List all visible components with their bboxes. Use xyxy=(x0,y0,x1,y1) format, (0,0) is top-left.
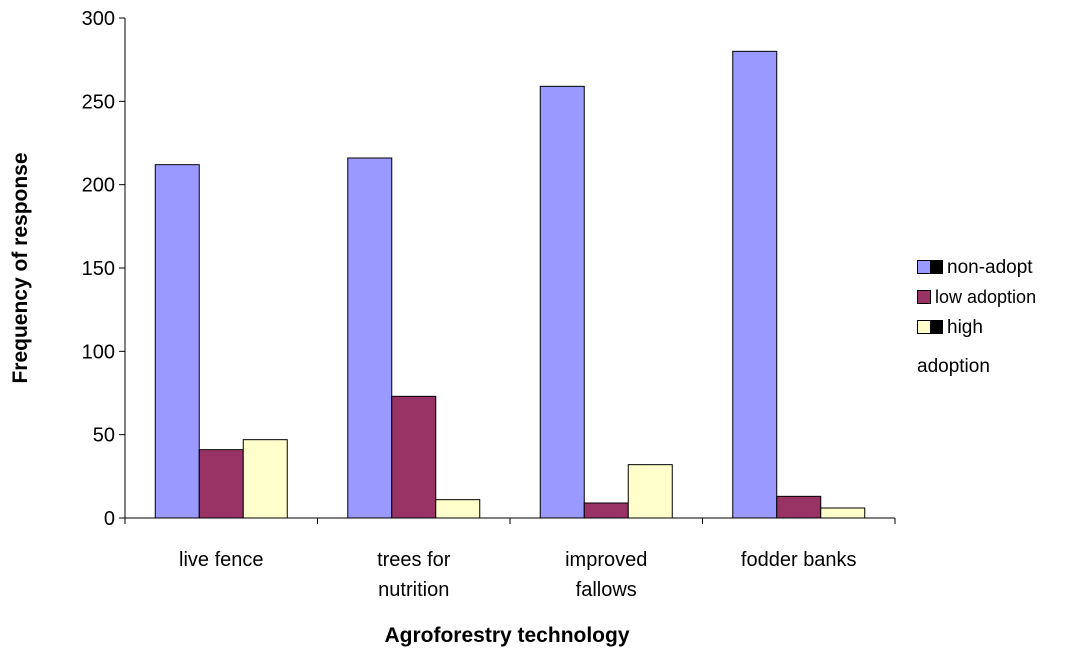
x-category-label: trees for nutrition xyxy=(377,549,451,601)
bar-low-adoption-2 xyxy=(583,502,629,519)
bar-high-adoption-3 xyxy=(820,507,866,519)
y-tick-label: 100 xyxy=(82,341,115,363)
legend-label-non-adopt: non-adopt xyxy=(947,256,1033,278)
y-tick-label: 0 xyxy=(104,508,115,530)
y-tick-label: 200 xyxy=(82,175,115,197)
y-axis-title: Frequency of response xyxy=(9,152,32,383)
legend-swatch-low-adoption xyxy=(917,290,931,304)
bar-non-adopt-3 xyxy=(732,50,778,519)
bar-low-adoption-0 xyxy=(198,449,244,519)
bar-low-adoption-3 xyxy=(776,495,822,519)
bar-non-adopt-1 xyxy=(347,157,393,519)
bar-low-adoption-1 xyxy=(391,395,437,519)
legend-item-non-adopt: non-adopt xyxy=(917,252,1087,282)
category-labels: live fence trees for nutrition improved fall… xyxy=(179,549,857,601)
x-category-label: fodder banks xyxy=(741,549,857,571)
legend-item-high-adoption: high xyxy=(917,312,1087,342)
legend-swatch-high-adoption xyxy=(917,320,931,334)
legend: non-adopt low adoption high xyxy=(917,252,1087,342)
y-tick-label: 250 xyxy=(82,91,115,113)
legend-item-low-adoption: low adoption xyxy=(917,282,1087,312)
bar-non-adopt-0 xyxy=(154,164,200,519)
bars xyxy=(154,50,866,519)
bar-high-adoption-1 xyxy=(435,499,481,519)
legend-swatch-non-adopt xyxy=(917,260,931,274)
legend-key-block xyxy=(930,320,943,334)
y-tick-label: 300 xyxy=(82,8,115,30)
bar-non-adopt-2 xyxy=(539,85,585,519)
legend-key-block xyxy=(930,260,943,274)
x-category-label: live fence xyxy=(179,549,264,571)
legend-label-high-adoption-wrap: adoption xyxy=(917,356,990,377)
legend-label-high-adoption: high xyxy=(947,316,983,338)
legend-label-low-adoption: low adoption xyxy=(935,287,1037,307)
y-axis: 0 50 100 150 200 250 300 xyxy=(82,8,126,530)
bar-high-adoption-0 xyxy=(242,439,288,519)
y-tick-label: 50 xyxy=(93,425,115,447)
x-category-label: improved fallows xyxy=(565,549,647,601)
x-axis-title: Agroforestry technology xyxy=(384,624,629,647)
x-axis xyxy=(124,517,896,524)
bar-high-adoption-2 xyxy=(627,464,673,519)
y-tick-label: 150 xyxy=(82,258,115,280)
